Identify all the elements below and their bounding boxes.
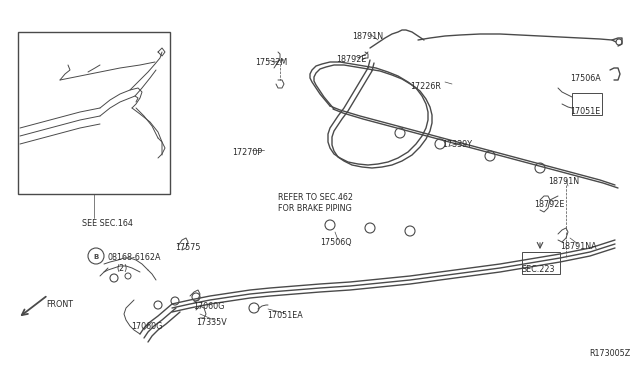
Text: 17506Q: 17506Q <box>320 238 351 247</box>
Text: 17506A: 17506A <box>570 74 601 83</box>
Text: 17060G: 17060G <box>193 302 225 311</box>
Text: 08168-6162A: 08168-6162A <box>107 253 161 262</box>
Text: 17270P: 17270P <box>232 148 262 157</box>
Text: 17335V: 17335V <box>196 318 227 327</box>
Text: 18792E: 18792E <box>534 200 564 209</box>
Text: 18792E: 18792E <box>336 55 366 64</box>
Text: 17051E: 17051E <box>570 107 600 116</box>
Text: B: B <box>93 254 99 260</box>
Text: 18791N: 18791N <box>548 177 579 186</box>
Text: 17532M: 17532M <box>255 58 287 67</box>
Text: SEE SEC.164: SEE SEC.164 <box>82 219 133 228</box>
Text: 17575: 17575 <box>175 243 200 252</box>
Text: (2): (2) <box>116 264 127 273</box>
Text: 17226R: 17226R <box>410 82 441 91</box>
Text: 17339Y: 17339Y <box>442 140 472 149</box>
Text: FOR BRAKE PIPING: FOR BRAKE PIPING <box>278 204 352 213</box>
Text: 18791NA: 18791NA <box>560 242 596 251</box>
Bar <box>18 32 170 194</box>
Bar <box>522 252 560 274</box>
Text: 17060G: 17060G <box>131 322 163 331</box>
Text: R173005Z: R173005Z <box>589 349 630 358</box>
Text: SEC.223: SEC.223 <box>522 265 556 274</box>
Bar <box>572 93 602 115</box>
Text: 17051EA: 17051EA <box>267 311 303 320</box>
Text: 18791N: 18791N <box>352 32 383 41</box>
Text: REFER TO SEC.462: REFER TO SEC.462 <box>278 193 353 202</box>
Text: FRONT: FRONT <box>46 300 73 309</box>
